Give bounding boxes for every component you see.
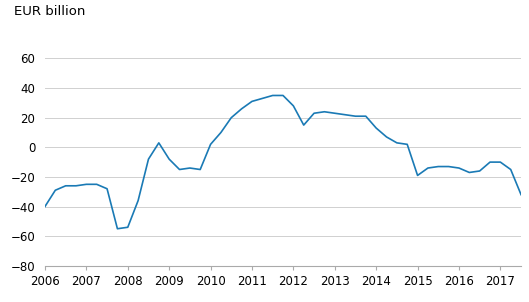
Text: EUR billion: EUR billion xyxy=(14,5,85,18)
